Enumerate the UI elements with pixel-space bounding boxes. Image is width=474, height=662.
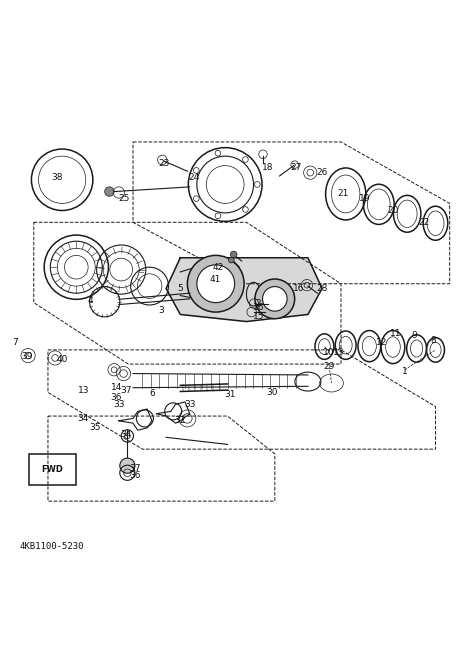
Circle shape — [228, 258, 234, 263]
Text: 7: 7 — [12, 338, 18, 348]
Text: 41: 41 — [210, 275, 221, 283]
Text: 35: 35 — [90, 424, 101, 432]
Text: 32: 32 — [174, 416, 186, 425]
Text: 6: 6 — [149, 389, 155, 398]
Text: 34: 34 — [120, 430, 132, 440]
Circle shape — [187, 256, 244, 312]
Text: 27: 27 — [291, 164, 302, 172]
Text: 23: 23 — [158, 159, 169, 167]
Text: 22: 22 — [418, 218, 429, 227]
Text: 30: 30 — [267, 388, 278, 397]
Text: 40: 40 — [56, 355, 68, 364]
Text: 5: 5 — [177, 284, 183, 293]
Text: 3: 3 — [158, 307, 164, 315]
Circle shape — [197, 265, 235, 303]
Circle shape — [255, 279, 295, 318]
Text: 11: 11 — [390, 329, 401, 338]
Text: 2: 2 — [255, 299, 261, 308]
Text: 15: 15 — [253, 312, 264, 321]
Circle shape — [120, 458, 135, 473]
Text: 1: 1 — [402, 367, 408, 375]
Text: 36: 36 — [111, 393, 122, 402]
Text: 29: 29 — [323, 362, 335, 371]
Text: 26: 26 — [316, 168, 328, 177]
Text: 25: 25 — [118, 194, 129, 203]
Text: 37: 37 — [120, 385, 132, 395]
Text: 33: 33 — [184, 400, 195, 408]
Text: 36: 36 — [129, 471, 141, 480]
Text: 37: 37 — [129, 463, 141, 473]
Polygon shape — [166, 258, 322, 322]
Text: 18: 18 — [262, 164, 273, 172]
Text: 42: 42 — [212, 263, 224, 271]
Circle shape — [105, 187, 114, 197]
Text: 12: 12 — [375, 338, 387, 348]
Text: 16: 16 — [253, 303, 264, 312]
Text: 13: 13 — [333, 348, 345, 357]
Text: 19: 19 — [359, 194, 370, 203]
Text: 13: 13 — [78, 385, 89, 395]
Text: 10: 10 — [323, 348, 335, 357]
Text: 16: 16 — [292, 284, 304, 293]
Text: 31: 31 — [224, 391, 236, 399]
Text: 4: 4 — [88, 296, 93, 305]
Text: 33: 33 — [113, 400, 125, 408]
Circle shape — [230, 251, 237, 258]
Bar — [29, 454, 76, 485]
Text: 38: 38 — [52, 173, 63, 182]
Circle shape — [263, 287, 287, 311]
Text: 28: 28 — [316, 284, 328, 293]
Text: 21: 21 — [337, 189, 349, 199]
Text: 9: 9 — [411, 331, 417, 340]
Text: 34: 34 — [78, 414, 89, 423]
Text: 20: 20 — [387, 206, 399, 215]
Text: 14: 14 — [111, 383, 122, 392]
Text: 8: 8 — [430, 336, 436, 345]
Text: 39: 39 — [21, 352, 32, 361]
Text: 24: 24 — [189, 173, 200, 182]
Text: FWD: FWD — [42, 465, 64, 474]
Text: 4KB1100-5230: 4KB1100-5230 — [19, 542, 84, 551]
